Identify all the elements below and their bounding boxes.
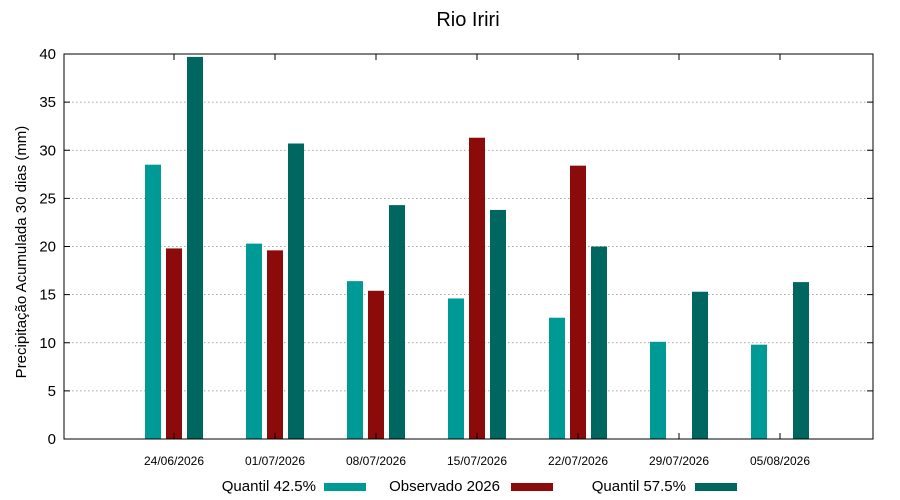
plot-frame [63, 53, 874, 440]
bar [145, 164, 161, 439]
x-tick-label: 22/07/2026 [548, 454, 608, 468]
x-tick-label: 24/06/2026 [144, 454, 204, 468]
y-tick-label: 20 [39, 239, 56, 256]
bar [368, 290, 384, 439]
bar [751, 344, 767, 439]
x-tick-label: 08/07/2026 [346, 454, 406, 468]
x-tick-label: 15/07/2026 [447, 454, 507, 468]
bar [490, 209, 506, 439]
bar [549, 317, 565, 439]
bar [591, 246, 607, 439]
y-tick-label: 30 [39, 142, 56, 159]
x-tick-label: 01/07/2026 [245, 454, 305, 468]
legend-label: Quantil 42.5% [222, 478, 316, 495]
legend-swatch [695, 483, 737, 491]
y-tick-label: 5 [48, 383, 56, 400]
y-tick-label: 15 [39, 287, 56, 304]
y-tick-label: 25 [39, 190, 56, 207]
y-tick-label: 40 [39, 46, 56, 63]
bar [187, 56, 203, 439]
bar [347, 281, 363, 439]
x-tick-label: 05/08/2026 [750, 454, 810, 468]
x-axis-ticks: 24/06/2026 01/07/2026 08/07/2026 15/07/2026… [144, 54, 810, 468]
bars [145, 56, 809, 440]
bar [288, 143, 304, 439]
bar [448, 298, 464, 439]
chart-title: Rio Iriri [436, 9, 499, 31]
legend-label: Quantil 57.5% [592, 478, 686, 495]
y-tick-label: 35 [39, 94, 56, 111]
y-tick-label: 0 [48, 431, 56, 448]
bar [267, 250, 283, 439]
legend: Quantil 42.5% Observado 2026 Quantil 57.5% [222, 478, 737, 495]
y-axis-label: Precipitação Acumulada 30 dias (mm) [13, 126, 30, 379]
legend-swatch [324, 483, 366, 491]
y-tick-label: 10 [39, 335, 56, 352]
grid-lines [64, 101, 873, 392]
bar [793, 282, 809, 439]
legend-label: Observado 2026 [389, 478, 500, 495]
y-axis-ticks: 0 5 10 15 20 25 30 35 40 [39, 46, 873, 448]
bar [246, 243, 262, 439]
legend-swatch [511, 483, 553, 491]
x-tick-label: 29/07/2026 [649, 454, 709, 468]
bar [166, 248, 182, 439]
bar [389, 205, 405, 439]
bar [692, 291, 708, 439]
legend-item: Quantil 57.5% [592, 478, 737, 495]
legend-item: Quantil 42.5% [222, 478, 366, 495]
bar [469, 137, 485, 440]
bar [650, 341, 666, 439]
bar [570, 165, 586, 439]
legend-item: Observado 2026 [389, 478, 553, 495]
